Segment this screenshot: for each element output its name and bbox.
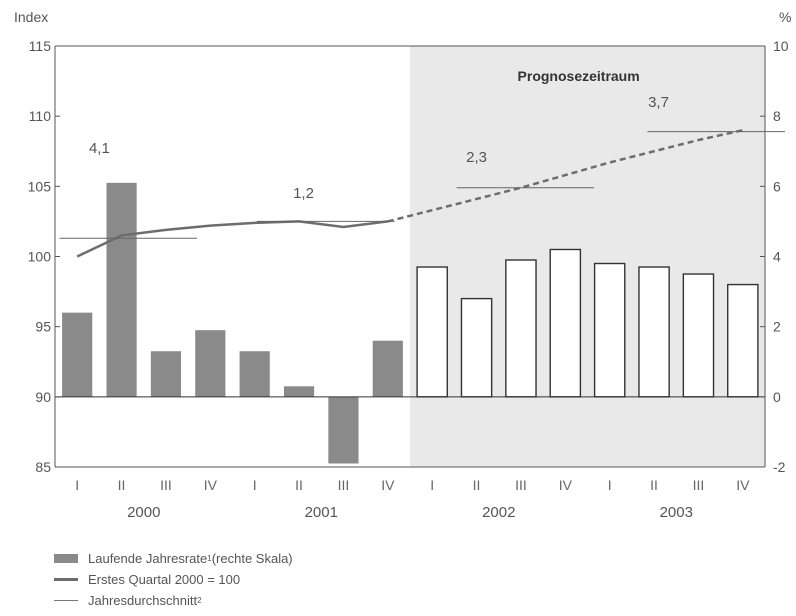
annotation-label: 1,2 [293, 185, 314, 202]
bar [727, 283, 759, 398]
left-tick-label: 105 [28, 178, 52, 194]
right-tick-label: 0 [773, 389, 781, 405]
legend-footnote-1: 1 [207, 554, 212, 563]
year-label: 2000 [127, 504, 160, 521]
quarter-label: I [75, 477, 79, 493]
text-group: 115 110 105 100 95 90 85 10 8 6 4 2 0 -2 Index % 4,1 1,2 2… [14, 9, 791, 521]
legend-item-index-line: Erstes Quartal 2000 = 100 [54, 569, 293, 590]
axes-group [54, 45, 766, 468]
legend: Laufende Jahresrate 1 (rechte Skala) Erst… [54, 548, 293, 611]
bar [505, 259, 537, 398]
right-tick-label: -2 [773, 459, 786, 475]
bar [460, 297, 493, 398]
quarter-label: II [473, 477, 481, 493]
legend-item-average: Jahresdurchschnitt 2 [54, 590, 293, 611]
quarter-label: II [650, 477, 658, 493]
year-label: 2001 [305, 504, 338, 521]
year-label: 2002 [482, 504, 515, 521]
annotation-label: 4,1 [89, 140, 110, 157]
quarter-label: IV [559, 477, 573, 493]
annotation-label: 3,7 [648, 94, 669, 111]
forecast-background [410, 46, 765, 467]
quarter-label: II [295, 477, 303, 493]
quarter-label: III [515, 477, 527, 493]
bars-group [62, 182, 759, 464]
right-tick-label: 4 [773, 249, 781, 265]
bar [150, 351, 182, 397]
bar [416, 266, 448, 398]
chart: 115 110 105 100 95 90 85 10 8 6 4 2 0 -2 Index % 4,1 1,2 2… [14, 9, 791, 521]
legend-label-index: Erstes Quartal 2000 = 100 [88, 572, 241, 587]
legend-label-bars: Laufende Jahresrate [88, 551, 208, 566]
bar [239, 351, 270, 397]
left-tick-label: 115 [29, 38, 52, 54]
left-tick-label: 95 [35, 319, 51, 335]
left-tick-label: 110 [29, 108, 52, 124]
bar [593, 262, 626, 398]
bar [62, 312, 93, 397]
legend-label-average: Jahresdurchschnitt [88, 593, 198, 608]
forecast-region [410, 46, 765, 467]
quarter-label: IV [204, 477, 218, 493]
index-line-dashed [387, 128, 744, 223]
right-tick-label: 10 [773, 38, 789, 54]
right-tick-label: 8 [773, 108, 781, 124]
legend-swatch-average [54, 600, 78, 601]
legend-suffix-bars: (rechte Skala) [211, 551, 293, 566]
quarter-label: I [430, 477, 434, 493]
quarter-label: III [160, 477, 172, 493]
bar [195, 330, 226, 397]
quarter-label: III [693, 477, 705, 493]
left-tick-label: 90 [35, 389, 51, 405]
legend-item-bars: Laufende Jahresrate 1 (rechte Skala) [54, 548, 293, 569]
bar [328, 396, 359, 464]
bar [549, 248, 582, 398]
annotation-label: 2,3 [466, 149, 487, 166]
lines-group [59, 128, 785, 258]
quarter-label: I [608, 477, 612, 493]
quarter-label: IV [736, 477, 750, 493]
right-tick-label: 2 [773, 319, 781, 335]
legend-footnote-2: 2 [197, 596, 202, 605]
right-axis-title: % [779, 9, 791, 25]
bar [682, 273, 715, 398]
bar [106, 182, 137, 397]
legend-swatch-bar [54, 554, 78, 563]
right-tick-label: 6 [773, 178, 781, 194]
index-line-solid [76, 220, 388, 258]
left-tick-label: 85 [35, 459, 51, 475]
year-label: 2003 [660, 504, 693, 521]
quarter-label: IV [381, 477, 395, 493]
left-axis-title: Index [14, 9, 48, 25]
left-tick-label: 100 [28, 249, 52, 265]
quarter-label: II [118, 477, 126, 493]
quarter-label: III [338, 477, 350, 493]
quarter-label: I [253, 477, 257, 493]
bar [372, 340, 403, 397]
bar [283, 386, 315, 397]
legend-swatch-line [54, 578, 78, 581]
bar [638, 266, 670, 398]
forecast-label: Prognosezeitraum [518, 68, 640, 84]
